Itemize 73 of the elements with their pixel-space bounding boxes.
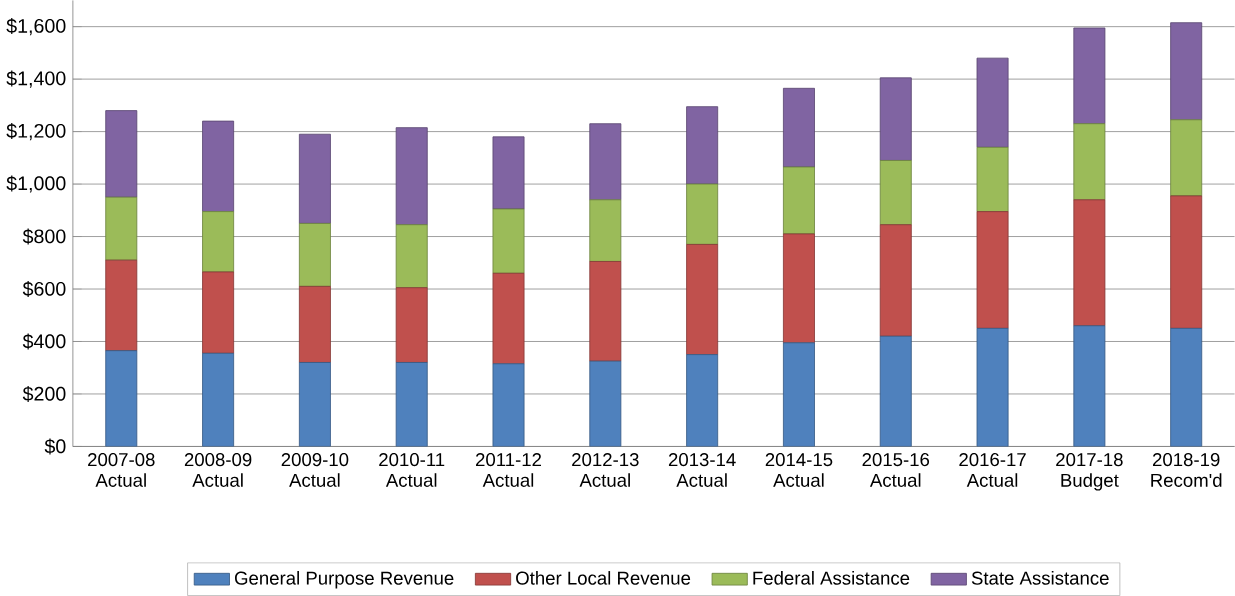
bar [492, 208, 525, 274]
bar [1073, 199, 1106, 327]
x-tick-label: 2011-12 Actual [476, 453, 541, 487]
bar [105, 259, 138, 352]
bar [1170, 119, 1203, 197]
bar [589, 123, 622, 201]
bar [298, 223, 331, 287]
y-tick-label: $1,600 [6, 18, 66, 36]
bar [879, 160, 912, 226]
legend-label: Federal Assistance [753, 571, 910, 585]
x-tick-label: 2013-14 Actual [668, 453, 736, 487]
x-tick-label: 2015-16 Actual [862, 453, 930, 487]
x-tick-label: 2016-17 Actual [959, 453, 1026, 487]
x-tick-label: 2012-13 Actual [572, 453, 639, 487]
bar [492, 136, 525, 210]
bar [298, 133, 331, 224]
bar [105, 196, 138, 261]
bar [782, 87, 815, 168]
bar [492, 272, 525, 365]
x-tick-label: 2014-15 Actual [765, 453, 833, 487]
bar [782, 342, 815, 447]
y-tick-label: $600 [22, 281, 66, 297]
bar [202, 120, 235, 213]
bar [1170, 327, 1203, 447]
x-tick-label: 2009-10 Actual [281, 453, 349, 487]
bar [976, 211, 1009, 329]
bar [1073, 123, 1106, 201]
bar [686, 183, 719, 245]
y-tick-label: $0 [44, 438, 66, 455]
bar [976, 57, 1009, 148]
bar [976, 327, 1009, 447]
bar [395, 362, 428, 447]
bar [686, 106, 719, 185]
bar [879, 224, 912, 337]
y-tick-label: $800 [22, 228, 66, 245]
bar [202, 211, 235, 273]
bar [686, 354, 719, 447]
y-tick-label: $1,000 [6, 175, 66, 193]
legend-label: Other Local Revenue [516, 571, 691, 585]
bar [1073, 325, 1106, 447]
bar [105, 350, 138, 447]
y-tick-label: $400 [22, 333, 66, 350]
x-tick-label: 2007-08 Actual [88, 453, 155, 487]
x-tick-label: 2017-18 Budget [1056, 453, 1123, 491]
bar [589, 261, 622, 362]
y-tick-label: $1,400 [6, 70, 66, 88]
bar [589, 360, 622, 447]
y-tick-label: $200 [22, 385, 66, 402]
bar [686, 243, 719, 356]
bar [202, 271, 235, 354]
bar [782, 166, 815, 235]
x-tick-label: 2008-09 Actual [184, 453, 252, 487]
bar [202, 352, 235, 447]
bar [298, 285, 331, 363]
bar [879, 335, 912, 447]
bar [1170, 195, 1203, 329]
bar [395, 224, 428, 289]
bar [105, 110, 138, 198]
x-tick-label: 2010-11 Actual [379, 453, 445, 487]
bar [1073, 27, 1106, 125]
bar [395, 127, 428, 226]
x-tick-label: 2018-19 Recom'd [1151, 453, 1222, 487]
bar [589, 199, 622, 262]
legend-label: State Assistance [971, 571, 1109, 585]
bar [298, 362, 331, 447]
y-tick-label: $1,200 [6, 123, 66, 141]
bar [976, 146, 1009, 213]
bar [879, 77, 912, 161]
bar [1170, 22, 1203, 121]
legend-label: General Purpose Revenue [234, 571, 454, 589]
bar [395, 287, 428, 363]
bar [782, 233, 815, 344]
bar [492, 363, 525, 447]
